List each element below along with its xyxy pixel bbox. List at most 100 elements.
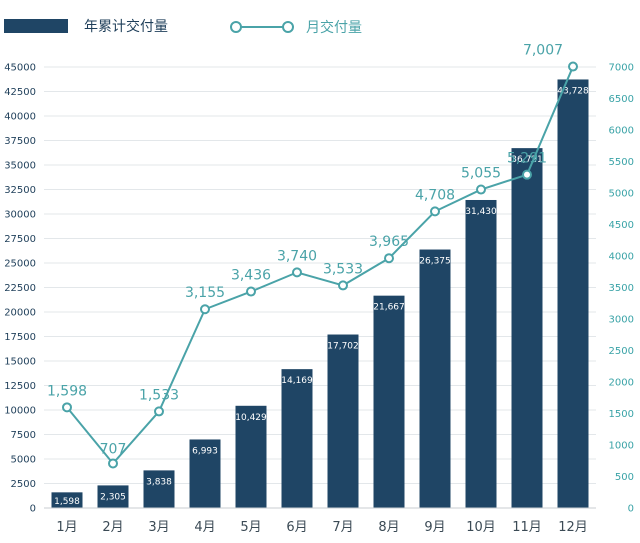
line-point bbox=[430, 206, 440, 217]
bar bbox=[511, 148, 543, 508]
bar bbox=[327, 334, 359, 508]
left-axis-tick-label: 2500 bbox=[11, 479, 36, 490]
line-point bbox=[568, 61, 578, 72]
line-value-label: 7,007 bbox=[523, 43, 563, 59]
x-axis-tick-label: 11月 bbox=[512, 520, 542, 535]
line-path bbox=[66, 66, 574, 466]
line-point bbox=[246, 286, 256, 297]
bar-value-label: 3,838 bbox=[146, 477, 172, 487]
left-axis-tick-label: 20000 bbox=[4, 308, 36, 319]
right-axis-tick-label: 7000 bbox=[609, 63, 634, 74]
line-value-label: 3,965 bbox=[369, 234, 409, 250]
line-value-label: 1,533 bbox=[139, 387, 179, 403]
line-point bbox=[62, 402, 72, 413]
bar-value-label: 10,429 bbox=[235, 413, 267, 423]
bar-value-label: 2,305 bbox=[100, 492, 126, 502]
x-axis-tick-label: 2月 bbox=[102, 520, 123, 535]
bar bbox=[373, 295, 405, 508]
x-axis-tick-label: 6月 bbox=[286, 520, 307, 535]
left-axis-tick-label: 5000 bbox=[11, 455, 36, 466]
bar-value-label: 36,721 bbox=[511, 155, 543, 165]
x-axis-tick-label: 5月 bbox=[240, 520, 261, 535]
left-axis-tick-label: 17500 bbox=[4, 332, 36, 343]
right-axis-tick-label: 6500 bbox=[609, 94, 634, 105]
line-point bbox=[476, 184, 486, 195]
right-axis-tick-label: 6000 bbox=[609, 126, 634, 137]
left-axis-tick-label: 37500 bbox=[4, 136, 36, 147]
line-point bbox=[200, 304, 210, 315]
bar bbox=[419, 249, 451, 508]
bar-value-label: 17,702 bbox=[327, 342, 359, 352]
left-axis-tick-label: 0 bbox=[30, 504, 36, 515]
x-axis-tick-label: 7月 bbox=[332, 520, 353, 535]
left-axis-tick-label: 25000 bbox=[4, 259, 36, 270]
legend-line-marker-end bbox=[282, 21, 294, 33]
right-axis-tick-label: 5500 bbox=[609, 157, 634, 168]
left-axis-tick-label: 32500 bbox=[4, 185, 36, 196]
right-axis-tick-label: 3500 bbox=[609, 283, 634, 294]
bar-value-label: 1,598 bbox=[54, 497, 80, 507]
line-value-label: 707 bbox=[100, 441, 127, 457]
bar bbox=[189, 439, 221, 508]
legend-label-bar: 年累计交付量 bbox=[84, 18, 168, 35]
bar-value-label: 31,430 bbox=[465, 207, 497, 217]
legend-label-line: 月交付量 bbox=[306, 19, 362, 36]
bar bbox=[97, 485, 129, 508]
left-axis-tick-label: 27500 bbox=[4, 234, 36, 245]
right-axis-tick-label: 3000 bbox=[609, 315, 634, 326]
line-value-label: 3,740 bbox=[277, 248, 317, 264]
right-axis-tick-label: 2500 bbox=[609, 346, 634, 357]
line-point bbox=[338, 280, 348, 291]
left-axis-tick-label: 40000 bbox=[4, 112, 36, 123]
left-axis-tick-label: 30000 bbox=[4, 210, 36, 221]
line-value-label: 5,291 bbox=[507, 151, 547, 167]
line-value-label: 4,708 bbox=[415, 187, 455, 203]
right-axis-tick-label: 5000 bbox=[609, 189, 634, 200]
bar bbox=[465, 199, 497, 508]
right-axis-tick-label: 2000 bbox=[609, 378, 634, 389]
bar-value-label: 26,375 bbox=[419, 257, 451, 267]
bar bbox=[281, 369, 313, 508]
bar bbox=[235, 405, 267, 508]
bar-value-label: 21,667 bbox=[373, 303, 405, 313]
x-axis-tick-label: 12月 bbox=[558, 520, 588, 535]
bar bbox=[557, 79, 589, 508]
x-axis-tick-label: 9月 bbox=[424, 520, 445, 535]
x-axis-tick-label: 3月 bbox=[148, 520, 169, 535]
x-axis-tick-label: 10月 bbox=[466, 520, 496, 535]
left-axis-tick-label: 12500 bbox=[4, 381, 36, 392]
left-axis-tick-label: 15000 bbox=[4, 357, 36, 368]
bar-value-label: 6,993 bbox=[192, 446, 218, 456]
x-axis-tick-label: 4月 bbox=[194, 520, 215, 535]
line-point bbox=[292, 267, 302, 278]
axes: 0250050007500100001250015000175002000022… bbox=[4, 63, 634, 536]
grid-lines bbox=[44, 66, 596, 484]
left-axis-tick-label: 10000 bbox=[4, 406, 36, 417]
line-point bbox=[522, 169, 532, 180]
left-axis-tick-label: 7500 bbox=[11, 430, 36, 441]
line-value-label: 3,533 bbox=[323, 261, 363, 277]
legend: 年累计交付量 月交付量 bbox=[4, 18, 362, 36]
line-series: 1,598 707 1,533 3,155 3,436 3,740 3,533 3,965 4,… bbox=[47, 43, 578, 469]
bar-value-label: 43,728 bbox=[557, 86, 589, 96]
left-axis-tick-label: 45000 bbox=[4, 63, 36, 74]
bar-series: 1,598 2,305 3,838 6,993 10,429 14,169 17,702 21… bbox=[51, 79, 589, 508]
line-value-label: 1,598 bbox=[47, 383, 87, 399]
right-axis-tick-label: 1000 bbox=[609, 441, 634, 452]
line-point bbox=[108, 458, 118, 469]
bar bbox=[143, 470, 175, 508]
legend-swatch-bar bbox=[4, 19, 68, 33]
line-value-label: 5,055 bbox=[461, 166, 501, 182]
line-point bbox=[154, 406, 164, 417]
line-value-label: 3,155 bbox=[185, 285, 225, 301]
bar-value-label: 14,169 bbox=[281, 376, 313, 386]
x-axis-tick-label: 8月 bbox=[378, 520, 399, 535]
line-value-label: 3,436 bbox=[231, 268, 271, 284]
x-axis-tick-label: 1月 bbox=[56, 520, 77, 535]
line-point bbox=[384, 253, 394, 264]
right-axis-tick-label: 4000 bbox=[609, 252, 634, 263]
right-axis-tick-label: 500 bbox=[615, 472, 634, 483]
bar bbox=[51, 492, 83, 508]
